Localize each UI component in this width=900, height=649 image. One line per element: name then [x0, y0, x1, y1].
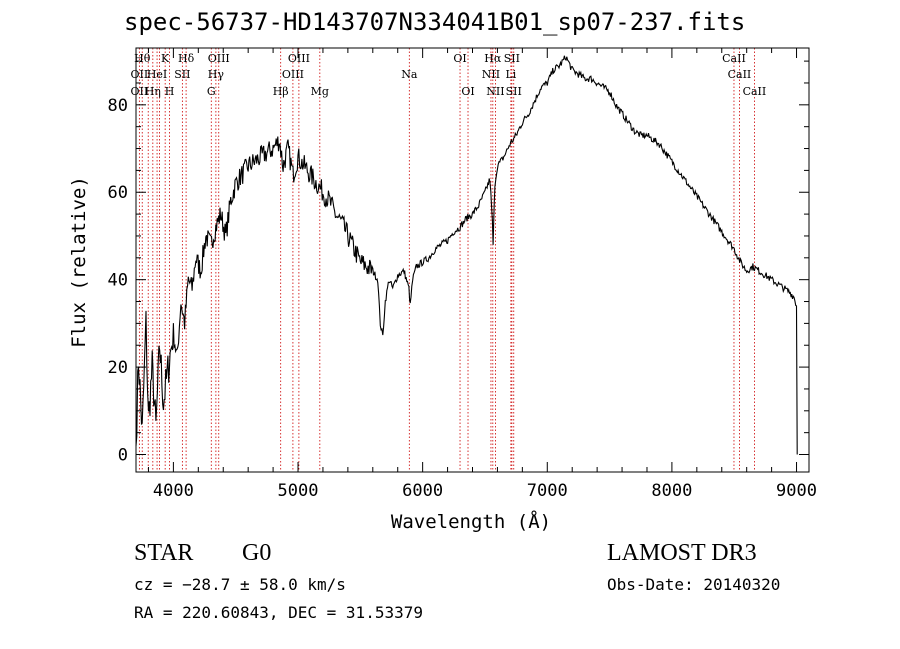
line-label: OII [131, 68, 149, 81]
chart-title: spec-56737-HD143707N334041B01_sp07-237.f… [124, 8, 746, 36]
line-label: Hθ [134, 52, 151, 65]
spectral-class: G0 [242, 540, 272, 566]
y-tick-label: 80 [108, 96, 128, 116]
line-label: CaII [722, 52, 746, 65]
line-label: SII [506, 85, 522, 98]
object-type: STAR [134, 540, 194, 566]
x-tick-label: 7000 [527, 481, 568, 501]
line-label: HeI [147, 68, 167, 81]
x-tick-label: 4000 [153, 481, 194, 501]
x-tick-label: 8000 [651, 481, 692, 501]
line-label: K [161, 52, 170, 65]
y-axis-label: Flux (relative) [68, 176, 90, 348]
line-label: CaII [728, 68, 752, 81]
obs-date-text: Obs-Date: 20140320 [607, 575, 781, 594]
plot-frame [135, 47, 810, 473]
line-label: SII [504, 52, 520, 65]
line-label: Hα [484, 52, 502, 65]
y-tick-label: 60 [108, 183, 128, 203]
line-label: Na [401, 68, 418, 81]
line-label: Hδ [178, 52, 195, 65]
line-label: OI [461, 85, 474, 98]
line-label: OII [131, 85, 149, 98]
line-markers [138, 48, 755, 472]
line-label: Li [505, 68, 516, 81]
y-tick-label: 40 [108, 271, 128, 291]
line-label: H [165, 85, 175, 98]
line-label: NII [486, 85, 504, 98]
line-label: Hη [145, 85, 161, 98]
line-label: OIII [282, 68, 304, 81]
axis-ticks: 4000 5000 6000 7000 8000 9000 0 20 40 60 80 [108, 48, 817, 501]
radec-text: RA = 220.60843, DEC = 31.53379 [134, 603, 423, 622]
line-label: Mg [311, 85, 329, 98]
x-tick-label: 9000 [776, 481, 817, 501]
redshift-text: cz = −28.7 ± 58.0 km/s [134, 575, 346, 594]
survey-name: LAMOST DR3 [607, 540, 757, 566]
line-label: G [207, 85, 216, 98]
x-tick-label: 5000 [278, 481, 319, 501]
line-label: CaII [743, 85, 767, 98]
line-label: Hβ [273, 85, 289, 98]
line-label: OI [453, 52, 466, 65]
line-label: Hγ [208, 68, 225, 81]
x-tick-label: 6000 [402, 481, 443, 501]
line-label: SII [174, 68, 190, 81]
flux-series-line [135, 55, 798, 455]
y-tick-label: 20 [108, 358, 128, 378]
line-label: NII [482, 68, 500, 81]
x-axis-label: Wavelength (Å) [390, 511, 552, 533]
y-tick-label: 0 [118, 446, 128, 466]
line-label: OIII [288, 52, 310, 65]
line-label: OIII [208, 52, 230, 65]
